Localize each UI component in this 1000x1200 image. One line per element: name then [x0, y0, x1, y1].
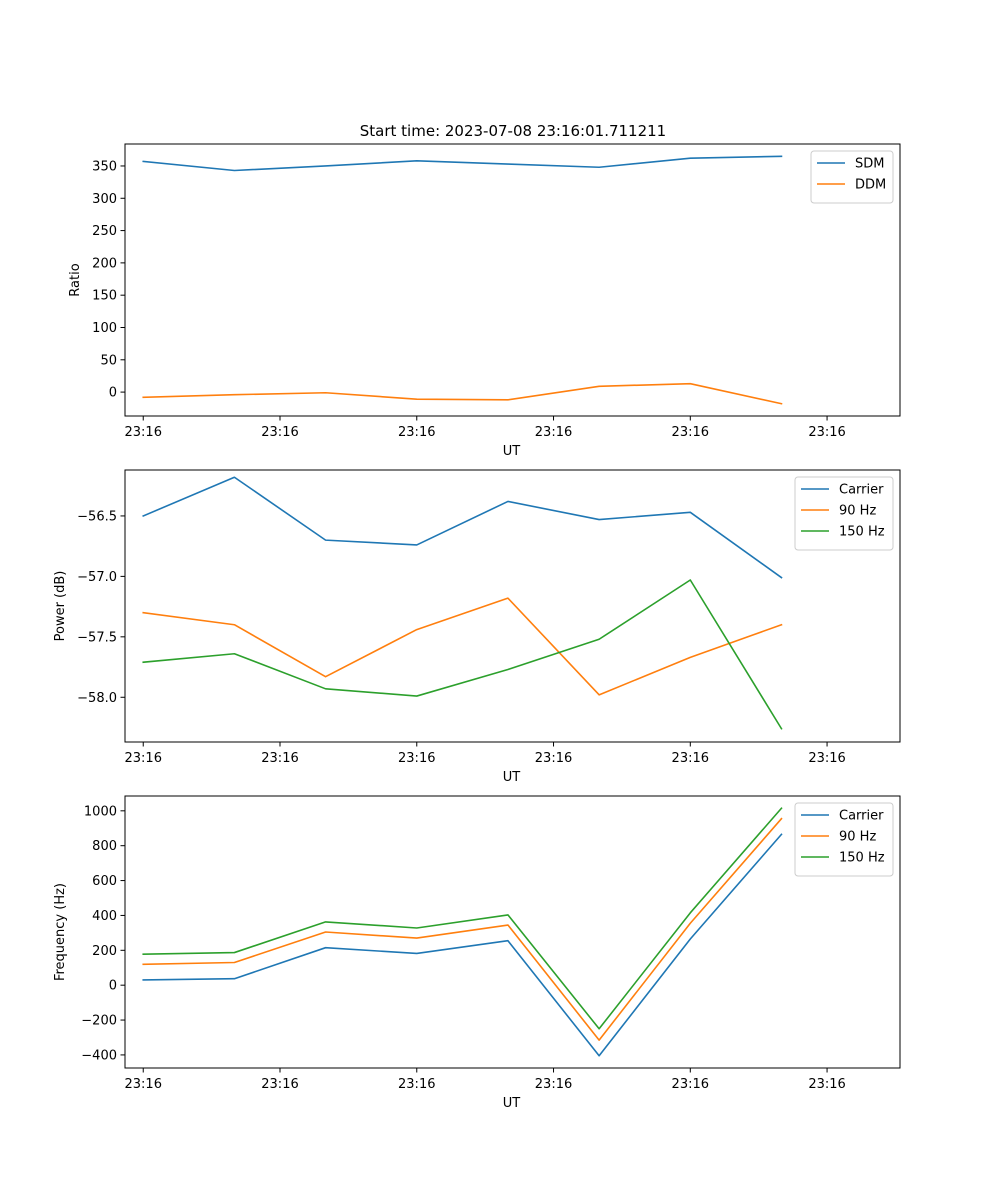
y-tick-label: 350 [92, 159, 117, 174]
y-tick-label: −400 [81, 1048, 117, 1063]
series-line-carrier [142, 833, 783, 1057]
y-tick-label: 200 [92, 944, 117, 959]
legend-label: 90 Hz [839, 830, 876, 845]
y-axis-label: Ratio [68, 263, 83, 296]
chart-panel-3: 23:16 23:16 23:16 23:16 23:16 23:16 −400 −200 0 2… [53, 795, 901, 1111]
figure-title: Start time: 2023-07-08 23:16:01.711211 [360, 122, 666, 140]
series-line-90-hz [142, 817, 783, 1041]
x-tick-label: 23:16 [672, 751, 709, 766]
x-tick-label: 23:16 [398, 425, 435, 440]
chart-panel-1: 23:16 23:16 23:16 23:16 23:16 23:16 0 50 100 150 2… [68, 143, 901, 459]
x-tick-label: 23:16 [398, 1077, 435, 1092]
axes-frame [124, 469, 901, 743]
legend-label: SDM [855, 157, 884, 172]
y-tick-label: 300 [92, 192, 117, 207]
series-line-90-hz [142, 597, 783, 696]
legend-label: Carrier [839, 483, 884, 498]
y-tick-label: −56.5 [77, 509, 117, 524]
x-axis-label: UT [503, 1096, 521, 1111]
series-line-ddm [142, 382, 783, 405]
x-tick-label: 23:16 [535, 425, 572, 440]
x-tick-label: 23:16 [808, 1077, 845, 1092]
series-group [142, 807, 783, 1057]
x-tick-label: 23:16 [535, 751, 572, 766]
x-tick-label: 23:16 [672, 425, 709, 440]
x-axis-label: UT [503, 444, 521, 459]
x-tick-label: 23:16 [808, 751, 845, 766]
legend-label: 150 Hz [839, 525, 885, 540]
y-tick-label: 150 [92, 289, 117, 304]
x-tick-label: 23:16 [125, 751, 162, 766]
x-tick-label: 23:16 [808, 425, 845, 440]
y-axis-label: Power (dB) [53, 571, 68, 642]
series-group [142, 476, 783, 730]
y-tick-label: 200 [92, 256, 117, 271]
x-tick-label: 23:16 [535, 1077, 572, 1092]
y-tick-label: −58.0 [77, 691, 117, 706]
series-line-sdm [142, 155, 783, 172]
axes-frame [124, 143, 901, 417]
x-axis-label: UT [503, 770, 521, 785]
x-tick-label: 23:16 [261, 751, 298, 766]
x-tick-label: 23:16 [672, 1077, 709, 1092]
legend-box [810, 150, 894, 204]
legend-label: 90 Hz [839, 504, 876, 519]
y-tick-label: 800 [92, 839, 117, 854]
axes-frame [124, 795, 901, 1069]
chart-panel-2: 23:16 23:16 23:16 23:16 23:16 23:16 −56.5 −57.0… [53, 469, 901, 785]
y-tick-label: 100 [92, 321, 117, 336]
legend: Carrier 90 Hz 150 Hz [794, 476, 894, 551]
y-tick-label: −57.5 [77, 630, 117, 645]
y-tick-label: 250 [92, 224, 117, 239]
y-tick-label: 0 [109, 979, 117, 994]
x-tick-label: 23:16 [261, 425, 298, 440]
legend-label: DDM [855, 178, 886, 193]
x-tick-label: 23:16 [398, 751, 435, 766]
legend-label: Carrier [839, 809, 884, 824]
series-line-150-hz [142, 579, 783, 730]
y-tick-label: −200 [81, 1014, 117, 1029]
y-tick-label: 0 [109, 386, 117, 401]
y-tick-label: 1000 [84, 804, 117, 819]
y-tick-label: 50 [100, 353, 117, 368]
x-tick-label: 23:16 [125, 425, 162, 440]
legend: Carrier 90 Hz 150 Hz [794, 802, 894, 877]
y-tick-label: −57.0 [77, 570, 117, 585]
legend-label: 150 Hz [839, 851, 885, 866]
y-tick-label: 400 [92, 909, 117, 924]
legend: SDM DDM [810, 150, 894, 204]
series-line-carrier [142, 476, 783, 579]
y-axis-label: Frequency (Hz) [53, 883, 68, 981]
series-line-150-hz [142, 807, 783, 1030]
x-tick-label: 23:16 [125, 1077, 162, 1092]
series-group [142, 155, 783, 405]
x-tick-label: 23:16 [261, 1077, 298, 1092]
y-tick-label: 600 [92, 874, 117, 889]
